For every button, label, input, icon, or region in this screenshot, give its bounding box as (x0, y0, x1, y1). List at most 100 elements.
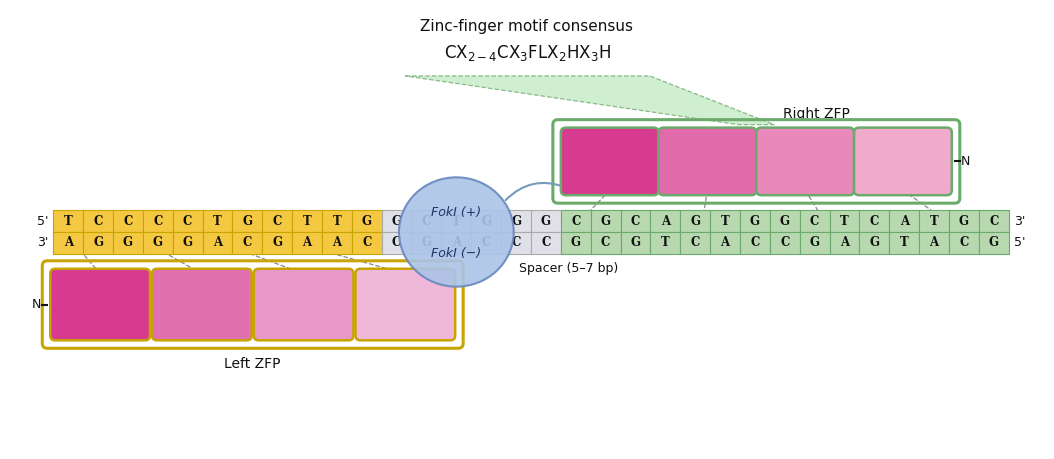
FancyBboxPatch shape (83, 232, 113, 254)
Polygon shape (406, 76, 775, 125)
Text: T: T (721, 214, 729, 228)
FancyBboxPatch shape (859, 232, 890, 254)
Text: C: C (94, 214, 102, 228)
FancyBboxPatch shape (740, 232, 769, 254)
Text: C: C (690, 236, 700, 249)
Text: A: A (332, 236, 341, 249)
Text: T: T (452, 214, 461, 228)
Text: G: G (780, 214, 789, 228)
FancyBboxPatch shape (561, 232, 590, 254)
Text: C: C (363, 236, 371, 249)
Text: Zinc-finger motif consensus: Zinc-finger motif consensus (421, 19, 633, 34)
FancyBboxPatch shape (471, 210, 501, 232)
FancyBboxPatch shape (621, 232, 650, 254)
Text: G: G (482, 214, 491, 228)
Text: G: G (809, 236, 820, 249)
Text: 5': 5' (37, 214, 48, 228)
FancyBboxPatch shape (854, 128, 952, 195)
FancyBboxPatch shape (979, 232, 1009, 254)
Text: G: G (959, 214, 969, 228)
FancyBboxPatch shape (829, 232, 859, 254)
FancyBboxPatch shape (919, 210, 949, 232)
FancyBboxPatch shape (501, 232, 531, 254)
FancyBboxPatch shape (352, 210, 382, 232)
Text: G: G (601, 214, 610, 228)
FancyBboxPatch shape (355, 269, 455, 340)
Text: 5': 5' (1014, 236, 1026, 249)
FancyBboxPatch shape (890, 210, 919, 232)
Text: A: A (661, 214, 670, 228)
FancyBboxPatch shape (890, 232, 919, 254)
FancyBboxPatch shape (621, 210, 650, 232)
FancyBboxPatch shape (710, 232, 740, 254)
Text: A: A (213, 236, 222, 249)
Text: T: T (900, 236, 909, 249)
Text: C: C (989, 214, 998, 228)
Text: G: G (690, 214, 700, 228)
FancyBboxPatch shape (829, 210, 859, 232)
Text: G: G (541, 214, 551, 228)
FancyBboxPatch shape (173, 210, 202, 232)
FancyBboxPatch shape (113, 210, 143, 232)
FancyBboxPatch shape (531, 232, 561, 254)
Text: C: C (511, 236, 521, 249)
Text: T: T (64, 214, 73, 228)
FancyBboxPatch shape (859, 210, 890, 232)
FancyBboxPatch shape (659, 128, 757, 195)
FancyBboxPatch shape (262, 210, 292, 232)
Text: G: G (242, 214, 252, 228)
FancyBboxPatch shape (411, 210, 442, 232)
Text: C: C (482, 236, 491, 249)
FancyBboxPatch shape (561, 210, 590, 232)
Text: C: C (542, 236, 550, 249)
FancyBboxPatch shape (202, 210, 232, 232)
FancyBboxPatch shape (411, 232, 442, 254)
Text: G: G (870, 236, 879, 249)
Text: C: C (242, 236, 252, 249)
Text: N: N (961, 155, 970, 168)
FancyBboxPatch shape (382, 210, 411, 232)
Text: C: C (780, 236, 789, 249)
Text: C: C (809, 214, 819, 228)
FancyBboxPatch shape (590, 232, 621, 254)
Text: C: C (571, 214, 581, 228)
FancyBboxPatch shape (152, 269, 252, 340)
Text: A: A (900, 214, 909, 228)
Text: G: G (422, 236, 431, 249)
FancyBboxPatch shape (650, 232, 680, 254)
Text: 3': 3' (37, 236, 48, 249)
Text: G: G (511, 214, 521, 228)
FancyBboxPatch shape (757, 128, 854, 195)
Text: G: G (123, 236, 133, 249)
Text: A: A (302, 236, 312, 249)
Text: CX$_{2-4}$CX$_3$FLX$_2$HX$_3$H: CX$_{2-4}$CX$_3$FLX$_2$HX$_3$H (444, 43, 610, 63)
Text: T: T (661, 236, 669, 249)
FancyBboxPatch shape (232, 232, 262, 254)
FancyBboxPatch shape (352, 232, 382, 254)
FancyBboxPatch shape (382, 232, 411, 254)
Text: Right ZFP: Right ZFP (783, 106, 850, 121)
Text: T: T (302, 214, 311, 228)
FancyBboxPatch shape (51, 269, 150, 340)
Text: C: C (123, 214, 133, 228)
FancyBboxPatch shape (710, 210, 740, 232)
Text: N: N (32, 298, 41, 311)
Text: Spacer (5–7 bp): Spacer (5–7 bp) (519, 262, 618, 275)
Text: G: G (362, 214, 372, 228)
FancyBboxPatch shape (800, 232, 829, 254)
Text: A: A (721, 236, 729, 249)
FancyBboxPatch shape (919, 232, 949, 254)
Text: FokI (+): FokI (+) (431, 206, 482, 218)
Text: T: T (213, 214, 221, 228)
Text: G: G (153, 236, 162, 249)
Text: A: A (840, 236, 850, 249)
Text: 3': 3' (1014, 214, 1026, 228)
Text: C: C (183, 214, 192, 228)
FancyBboxPatch shape (262, 232, 292, 254)
FancyBboxPatch shape (202, 232, 232, 254)
Text: Left ZFP: Left ZFP (225, 357, 281, 371)
Text: A: A (63, 236, 73, 249)
Text: C: C (630, 214, 640, 228)
FancyBboxPatch shape (471, 232, 501, 254)
FancyBboxPatch shape (949, 210, 979, 232)
